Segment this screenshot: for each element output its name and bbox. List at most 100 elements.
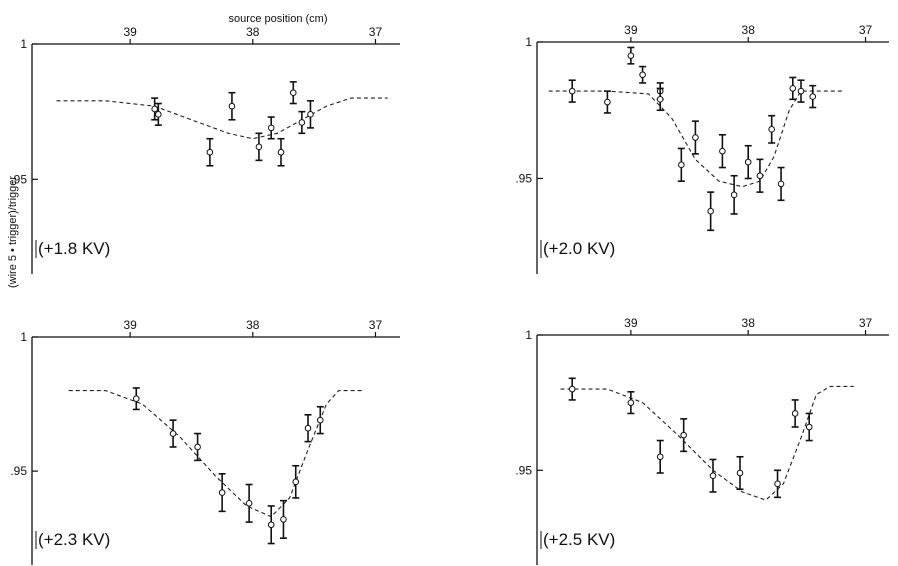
point-marker — [604, 98, 611, 106]
data-point — [245, 483, 253, 523]
point-marker — [568, 385, 576, 393]
panel-2: 39 38 37 1 .95 (+2.0 KV) — [515, 23, 889, 274]
point-marker — [709, 472, 717, 480]
x-tick-label: 38 — [246, 25, 260, 39]
data-point — [206, 137, 214, 167]
x-tick-label: 37 — [369, 318, 383, 332]
data-point — [718, 134, 726, 169]
data-point — [151, 97, 159, 121]
x-tick-label: 39 — [624, 23, 638, 37]
panel-3: 39 38 37 1 .95 (+2.3 KV) — [10, 318, 400, 565]
point-marker — [280, 516, 287, 523]
fit-curve — [68, 390, 364, 518]
point-marker — [298, 119, 306, 126]
x-tick-label: 37 — [369, 25, 383, 39]
data-point — [267, 505, 275, 545]
point-marker — [639, 71, 646, 79]
data-point — [279, 499, 287, 539]
point-marker — [774, 480, 781, 488]
data-point — [777, 166, 785, 202]
point-marker — [218, 489, 226, 496]
y-tick-label: 1 — [20, 330, 27, 344]
point-marker — [132, 395, 140, 402]
data-point — [707, 191, 715, 232]
point-marker — [255, 143, 263, 151]
point-marker — [228, 102, 236, 110]
x-tick-label: 39 — [123, 25, 137, 39]
point-marker — [206, 148, 214, 156]
data-point — [730, 174, 738, 215]
fit-curve — [56, 97, 388, 140]
x-tick-label: 38 — [742, 316, 756, 330]
point-marker — [789, 85, 797, 92]
data-point — [744, 144, 752, 180]
data-point — [277, 137, 285, 167]
data-point — [709, 458, 717, 493]
data-point — [292, 464, 300, 499]
data-point — [255, 132, 263, 162]
data-point — [568, 79, 576, 103]
data-point — [228, 91, 236, 121]
y-tick-label: 1 — [525, 328, 532, 342]
point-marker — [678, 161, 685, 169]
panel-annotation: (+2.0 KV) — [543, 239, 615, 258]
point-marker — [292, 478, 300, 486]
point-marker — [797, 87, 805, 95]
point-marker — [736, 469, 744, 477]
data-point — [627, 46, 635, 65]
point-marker — [768, 126, 775, 133]
point-marker — [730, 191, 738, 199]
y-tick-label: .95 — [10, 464, 27, 478]
point-marker — [194, 443, 201, 451]
x-tick-label: 37 — [859, 23, 873, 37]
data-point — [736, 455, 744, 491]
data-point — [791, 399, 799, 428]
data-point — [267, 116, 275, 140]
data-point — [316, 405, 324, 435]
point-marker — [267, 521, 275, 529]
x-tick-label: 39 — [624, 316, 638, 330]
point-marker — [245, 500, 253, 507]
x-tick-label: 38 — [246, 318, 260, 332]
data-point — [132, 387, 140, 411]
point-marker — [289, 89, 297, 97]
x-tick-label: 39 — [123, 318, 137, 332]
top-axis-title: source position (cm) — [228, 13, 327, 25]
fit-curve — [560, 385, 854, 501]
point-marker — [809, 93, 817, 100]
data-point — [154, 102, 162, 126]
data-point — [691, 120, 699, 155]
point-marker — [707, 207, 714, 215]
data-point — [797, 79, 805, 103]
panel-annotation: (+2.5 KV) — [543, 530, 615, 549]
point-marker — [777, 180, 785, 188]
panel-1: 39 38 37 1 .95 (+1.8 KV) — [10, 25, 400, 274]
point-marker — [169, 430, 177, 437]
data-point — [756, 158, 764, 193]
data-point — [809, 84, 817, 109]
point-marker — [744, 158, 752, 166]
point-marker — [805, 423, 813, 431]
data-point — [304, 413, 312, 443]
point-marker — [151, 105, 158, 113]
point-marker — [277, 148, 285, 156]
y-tick-label: .95 — [515, 463, 532, 477]
point-marker — [656, 453, 664, 461]
point-marker — [719, 147, 726, 155]
data-point — [627, 391, 635, 415]
point-marker — [791, 410, 799, 417]
y-tick-label: 1 — [525, 35, 532, 49]
panel-4: 39 38 37 1 .95 (+2.5 KV) — [515, 316, 889, 565]
panels: 39 38 37 1 .95 (+1.8 KV) 39 38 37 1 .95 (+2.0 KV) 39… — [10, 23, 889, 565]
panel-annotation: (+1.8 KV) — [38, 239, 110, 258]
data-point — [603, 90, 611, 114]
point-marker — [316, 416, 324, 424]
data-point — [768, 114, 776, 144]
point-marker — [756, 172, 764, 180]
data-point — [656, 87, 664, 112]
left-axis-title: (wire 5 • trigger)/trigger — [7, 176, 19, 288]
x-tick-label: 38 — [742, 23, 756, 37]
point-marker — [307, 111, 314, 118]
point-marker — [627, 399, 635, 406]
